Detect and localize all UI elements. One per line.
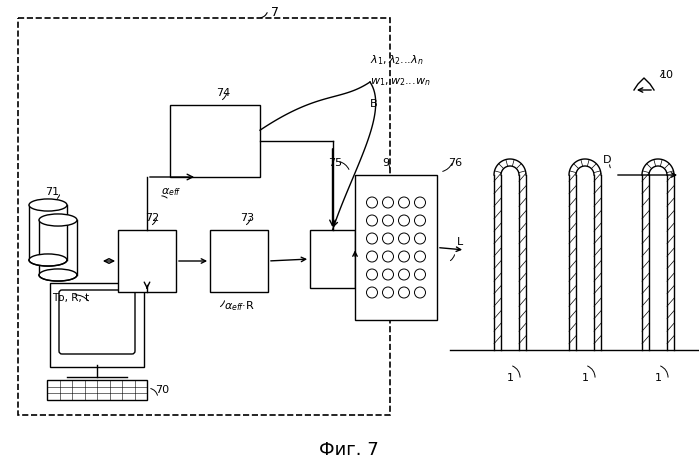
Bar: [118, 230, 176, 292]
FancyBboxPatch shape: [50, 283, 144, 367]
Text: 1: 1: [507, 373, 514, 383]
Bar: [18, 18, 390, 415]
Bar: [355, 175, 437, 320]
Ellipse shape: [29, 199, 67, 211]
Text: 71: 71: [45, 187, 59, 197]
Ellipse shape: [39, 269, 77, 281]
Ellipse shape: [39, 214, 77, 226]
Text: 10: 10: [660, 70, 674, 80]
Ellipse shape: [29, 254, 67, 266]
Bar: [210, 230, 268, 292]
Text: B: B: [370, 99, 377, 109]
Text: D: D: [603, 155, 611, 165]
Text: 73: 73: [240, 213, 254, 223]
Text: 72: 72: [145, 213, 159, 223]
FancyBboxPatch shape: [59, 290, 135, 354]
Ellipse shape: [29, 254, 67, 266]
Text: $\alpha_{eff}$·R: $\alpha_{eff}$·R: [224, 299, 254, 313]
Bar: [170, 105, 260, 177]
Bar: [310, 230, 355, 288]
Bar: [47, 380, 147, 400]
Text: Фиг. 7: Фиг. 7: [319, 441, 379, 458]
Text: $w_1, w_2$...$w_n$: $w_1, w_2$...$w_n$: [370, 76, 431, 88]
Text: 76: 76: [448, 158, 462, 168]
Text: 74: 74: [216, 88, 230, 98]
Text: $\lambda_1, \lambda_2$...$\lambda_n$: $\lambda_1, \lambda_2$...$\lambda_n$: [370, 53, 424, 67]
Text: $\alpha_{eff}$: $\alpha_{eff}$: [161, 186, 182, 198]
Text: 1: 1: [654, 373, 661, 383]
Text: 9: 9: [382, 158, 390, 168]
Text: 1: 1: [582, 373, 589, 383]
Text: 75: 75: [328, 158, 342, 168]
Ellipse shape: [39, 269, 77, 281]
Text: L: L: [457, 237, 463, 247]
Text: 7: 7: [271, 5, 279, 18]
Text: 70: 70: [155, 385, 169, 395]
Text: Tᴅ, R, t: Tᴅ, R, t: [52, 293, 89, 303]
